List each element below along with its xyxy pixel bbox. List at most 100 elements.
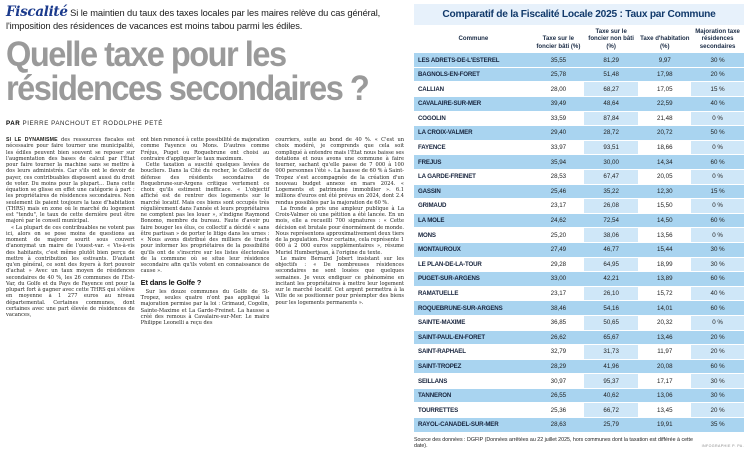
table-row: GRIMAUD 23,17 26,08 15,50 0 % bbox=[414, 198, 744, 214]
cell-majoration: 35 % bbox=[691, 417, 744, 433]
cell-foncier-non-bati: 95,37 bbox=[583, 373, 639, 389]
cell-taxe-habitation: 11,97 bbox=[638, 344, 692, 360]
column-header-taxe-habitation: Taxe d'habitation (%) bbox=[640, 35, 690, 50]
cell-foncier-non-bati: 68,27 bbox=[583, 81, 639, 97]
cell-commune: FREJUS bbox=[414, 154, 533, 170]
source-note: Source des données : DGFIP (Données arrê… bbox=[414, 437, 744, 450]
cell-majoration: 15 % bbox=[691, 81, 744, 97]
cell-foncier-bati: 39,49 bbox=[532, 96, 584, 112]
cell-foncier-bati: 29,28 bbox=[532, 257, 584, 273]
cell-taxe-habitation: 13,56 bbox=[638, 227, 692, 243]
cell-foncier-bati: 28,00 bbox=[532, 81, 584, 97]
cell-majoration: 20 % bbox=[691, 330, 744, 346]
cell-majoration: 20 % bbox=[691, 344, 744, 360]
paragraph-text: Le maire Bernard Jobert insistant sur le… bbox=[275, 255, 405, 306]
paragraph: « La plupart de ces contribuables ne vot… bbox=[6, 225, 135, 319]
cell-majoration: 0 % bbox=[691, 227, 744, 243]
cell-foncier-bati: 36,85 bbox=[532, 315, 584, 331]
cell-foncier-non-bati: 66,72 bbox=[583, 402, 639, 419]
cell-foncier-bati: 28,53 bbox=[532, 169, 584, 185]
cell-taxe-habitation: 13,46 bbox=[638, 330, 692, 346]
cell-taxe-habitation: 9,97 bbox=[638, 53, 692, 68]
cell-majoration: 50 % bbox=[691, 125, 744, 141]
cell-foncier-non-bati: 48,64 bbox=[583, 96, 639, 112]
cell-majoration: 60 % bbox=[691, 154, 744, 170]
cell-commune: GASSIN bbox=[414, 184, 533, 200]
column-header-foncier-non-bati: Taxe sur le foncier non bâti (%) bbox=[588, 28, 634, 50]
cell-foncier-bati: 33,59 bbox=[532, 111, 584, 127]
cell-foncier-non-bati: 64,95 bbox=[583, 257, 639, 273]
table-row: RAMATUELLE 23,17 26,10 15,72 40 % bbox=[414, 286, 744, 302]
paragraph-text: La fronde a pris une ampleur publique à … bbox=[275, 205, 405, 256]
drop-lead: SI LE DYNAMISME bbox=[6, 137, 58, 144]
table-row: TANNERON 26,55 40,62 13,06 30 % bbox=[414, 388, 744, 404]
cell-commune: RAYOL-CANADEL-SUR-MER bbox=[414, 417, 533, 433]
table-title: Comparatif de la Fiscalité Locale 2025 :… bbox=[414, 4, 744, 25]
infographic-credit: INFOGRAPHIE P. PA. bbox=[701, 444, 744, 449]
cell-majoration: 60 % bbox=[691, 359, 744, 375]
cell-commune: ROQUEBRUNE-SUR-ARGENS bbox=[414, 300, 533, 316]
cell-foncier-bati: 30,97 bbox=[532, 373, 584, 389]
paragraph-text: Cette taxation a suscité quelques levées… bbox=[140, 162, 270, 275]
cell-foncier-bati: 26,62 bbox=[532, 330, 584, 346]
table-row: SEILLANS 30,97 95,37 17,17 30 % bbox=[414, 373, 744, 389]
cell-commune: LA CROIX-VALMER bbox=[414, 125, 533, 141]
cell-commune: TOURRETTES bbox=[414, 402, 533, 419]
cell-commune: TANNERON bbox=[414, 388, 533, 404]
cell-taxe-habitation: 19,91 bbox=[638, 417, 692, 433]
table-row: SAINT-TROPEZ 28,29 41,96 20,08 60 % bbox=[414, 359, 744, 375]
cell-taxe-habitation: 14,01 bbox=[638, 300, 692, 316]
cell-taxe-habitation: 14,34 bbox=[638, 154, 692, 170]
byline: PAR PIERRE PANCHOUT ET RODOLPHE PETÉ bbox=[6, 120, 404, 127]
table-row: GASSIN 25,46 35,22 12,30 15 % bbox=[414, 184, 744, 200]
table-row: MONTAUROUX 27,49 46,77 15,44 30 % bbox=[414, 242, 744, 258]
table-body: LES ADRETS-DE-L'ESTEREL 35,55 81,29 9,97 30 … bbox=[414, 53, 744, 433]
paragraph: La fronde a pris une ampleur publique à … bbox=[275, 206, 404, 256]
cell-majoration: 30 % bbox=[691, 388, 744, 404]
paragraph: SI LE DYNAMISME des ressources fiscales … bbox=[6, 137, 135, 225]
standfirst: Fiscalité Si le maintien du taux des tax… bbox=[6, 5, 404, 32]
cell-foncier-bati: 25,36 bbox=[532, 402, 584, 419]
cell-taxe-habitation: 22,59 bbox=[638, 96, 692, 112]
cell-majoration: 30 % bbox=[691, 242, 744, 258]
cell-foncier-bati: 28,63 bbox=[532, 417, 584, 433]
table-row: LA GARDE-FREINET 28,53 67,47 20,05 0 % bbox=[414, 169, 744, 185]
cell-taxe-habitation: 13,89 bbox=[638, 271, 692, 287]
table-row: ROQUEBRUNE-SUR-ARGENS 38,46 54,16 14,01 60 % bbox=[414, 300, 744, 316]
section-subheading: Et dans le Golfe ? bbox=[140, 277, 202, 287]
table-row: LA MOLE 24,62 72,54 14,50 60 % bbox=[414, 213, 744, 229]
cell-commune: LA GARDE-FREINET bbox=[414, 169, 533, 185]
cell-foncier-bati: 24,62 bbox=[532, 213, 584, 229]
cell-foncier-bati: 25,20 bbox=[532, 227, 584, 243]
cell-commune: CAVALAIRE-SUR-MER bbox=[414, 96, 533, 112]
column-header-majoration: Majoration taxe résidences secondaires bbox=[695, 28, 740, 50]
cell-foncier-non-bati: 42,21 bbox=[583, 271, 639, 287]
table-row: LE PLAN-DE-LA-TOUR 29,28 64,95 18,99 30 % bbox=[414, 257, 744, 273]
table-row: RAYOL-CANADEL-SUR-MER 28,63 25,79 19,91 35 % bbox=[414, 417, 744, 433]
cell-taxe-habitation: 15,72 bbox=[638, 286, 692, 302]
cell-majoration: 60 % bbox=[691, 300, 744, 316]
cell-majoration: 20 % bbox=[691, 402, 744, 419]
paragraph: Sur les douze communes du Golfe de St-Tr… bbox=[141, 289, 270, 327]
paragraph-text: des ressources fiscales est nécessaire p… bbox=[6, 137, 135, 225]
table-row: FAYENCE 33,97 93,51 18,66 0 % bbox=[414, 140, 744, 156]
table-row: SAINT-RAPHAEL 32,79 31,73 11,97 20 % bbox=[414, 344, 744, 360]
cell-commune: LES ADRETS-DE-L'ESTEREL bbox=[414, 53, 533, 68]
cell-foncier-bati: 27,49 bbox=[532, 242, 584, 258]
tax-rates-table: Commune Taxe sur le foncier bâti (%) Tax… bbox=[414, 25, 744, 433]
table-row: FREJUS 35,94 30,00 14,34 60 % bbox=[414, 154, 744, 170]
paragraph-text: ont bien renoncé à cette possibilité de … bbox=[140, 137, 270, 162]
cell-commune: SAINT-RAPHAEL bbox=[414, 344, 533, 360]
cell-foncier-non-bati: 35,22 bbox=[583, 184, 639, 200]
table-row: SAINT-PAUL-EN-FORET 26,62 65,67 13,46 20 % bbox=[414, 330, 744, 346]
cell-foncier-non-bati: 28,72 bbox=[583, 125, 639, 141]
body-column-3: courriers, suite au bond de 40 %. « C'es… bbox=[275, 137, 404, 326]
cell-majoration: 30 % bbox=[691, 257, 744, 273]
cell-foncier-bati: 33,97 bbox=[532, 140, 584, 156]
cell-majoration: 0 % bbox=[691, 315, 744, 331]
cell-foncier-bati: 25,78 bbox=[532, 67, 584, 83]
cell-foncier-bati: 25,46 bbox=[532, 184, 584, 200]
cell-commune: GRIMAUD bbox=[414, 198, 533, 214]
source-text: Source des données : DGFIP (Données arrê… bbox=[414, 436, 693, 450]
cell-commune: COGOLIN bbox=[414, 111, 533, 127]
